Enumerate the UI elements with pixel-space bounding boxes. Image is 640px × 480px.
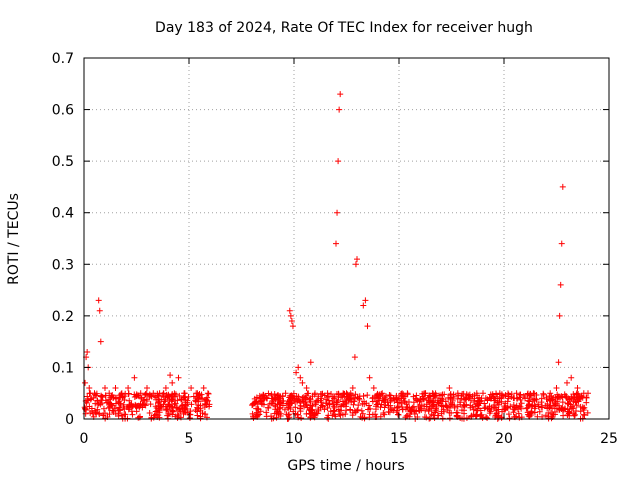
data-point <box>364 392 370 398</box>
data-point <box>167 372 173 378</box>
data-point <box>205 390 211 396</box>
data-point <box>575 385 581 391</box>
data-point <box>334 210 340 216</box>
data-point <box>440 403 446 409</box>
x-tick-label: 20 <box>495 431 513 447</box>
data-point <box>413 393 419 399</box>
x-tick-label: 5 <box>185 431 194 447</box>
x-tick-label: 25 <box>600 431 618 447</box>
data-point <box>333 241 339 247</box>
data-point <box>304 385 310 391</box>
data-point <box>354 256 360 262</box>
data-point <box>556 359 562 365</box>
data-point <box>290 323 296 329</box>
data-point <box>295 364 301 370</box>
data-point <box>101 406 107 412</box>
x-tick-label: 0 <box>80 431 89 447</box>
data-point <box>176 375 182 381</box>
y-tick-label: 0.7 <box>52 51 74 67</box>
data-point <box>335 158 341 164</box>
data-point <box>98 339 104 345</box>
data-point <box>337 91 343 97</box>
data-point <box>558 282 564 288</box>
x-axis-label: GPS time / hours <box>287 458 404 474</box>
data-point <box>359 408 365 414</box>
data-point <box>298 415 304 421</box>
data-point <box>206 391 212 397</box>
data-point <box>84 349 90 355</box>
data-point <box>297 375 303 381</box>
y-tick-label: 0.1 <box>52 360 74 376</box>
data-point <box>560 413 566 419</box>
data-point <box>568 375 574 381</box>
data-point <box>288 313 294 319</box>
x-tick-label: 10 <box>285 431 303 447</box>
data-point <box>129 412 135 418</box>
data-point <box>547 390 553 396</box>
data-point <box>446 385 452 391</box>
data-point <box>360 303 366 309</box>
data-point <box>125 385 131 391</box>
data-point <box>564 380 570 386</box>
data-point <box>353 261 359 267</box>
data-point <box>148 401 154 407</box>
data-point <box>283 390 289 396</box>
data-point <box>540 391 546 397</box>
data-point <box>131 375 137 381</box>
plot-frame <box>84 58 609 419</box>
data-point <box>365 323 371 329</box>
grid-lines <box>84 58 609 419</box>
data-point <box>298 403 304 409</box>
data-point <box>554 385 560 391</box>
data-point <box>448 391 454 397</box>
y-axis-label: ROTI / TECUs <box>6 193 22 285</box>
chart-title: Day 183 of 2024, Rate Of TEC Index for r… <box>155 20 533 36</box>
y-tick-label: 0.4 <box>52 206 74 222</box>
data-point <box>352 354 358 360</box>
data-point <box>308 359 314 365</box>
axis-ticks: 0 5 10 15 20 25 0 0.1 0.2 0.3 0.4 0.5 0.6 0.7 <box>52 51 618 447</box>
data-point <box>583 400 589 406</box>
data-point <box>182 390 188 396</box>
data-points <box>82 91 591 422</box>
data-point <box>440 415 446 421</box>
data-point <box>560 184 566 190</box>
data-point <box>367 411 373 417</box>
data-point <box>86 385 92 391</box>
y-tick-label: 0.3 <box>52 257 74 273</box>
data-point <box>484 415 490 421</box>
data-point <box>82 380 88 386</box>
data-point <box>163 385 169 391</box>
y-tick-label: 0.5 <box>52 154 74 170</box>
data-point <box>350 385 356 391</box>
data-point <box>427 415 433 421</box>
data-point <box>113 385 119 391</box>
data-point <box>169 380 175 386</box>
data-point <box>447 415 453 421</box>
data-point <box>559 241 565 247</box>
data-point <box>518 392 524 398</box>
data-point <box>102 385 108 391</box>
data-point <box>371 385 377 391</box>
y-tick-label: 0.2 <box>52 309 74 325</box>
data-point <box>96 297 102 303</box>
data-point <box>557 313 563 319</box>
x-tick-label: 15 <box>390 431 408 447</box>
data-point <box>201 385 207 391</box>
y-tick-label: 0.6 <box>52 103 74 119</box>
data-point <box>362 297 368 303</box>
data-point <box>144 385 150 391</box>
data-point <box>480 390 486 396</box>
data-point <box>343 407 349 413</box>
data-point <box>507 415 513 421</box>
y-tick-label: 0 <box>65 412 74 428</box>
data-point <box>367 375 373 381</box>
data-point <box>336 107 342 113</box>
data-point <box>299 380 305 386</box>
data-point <box>97 308 103 314</box>
data-point <box>572 412 578 418</box>
data-point <box>287 308 293 314</box>
